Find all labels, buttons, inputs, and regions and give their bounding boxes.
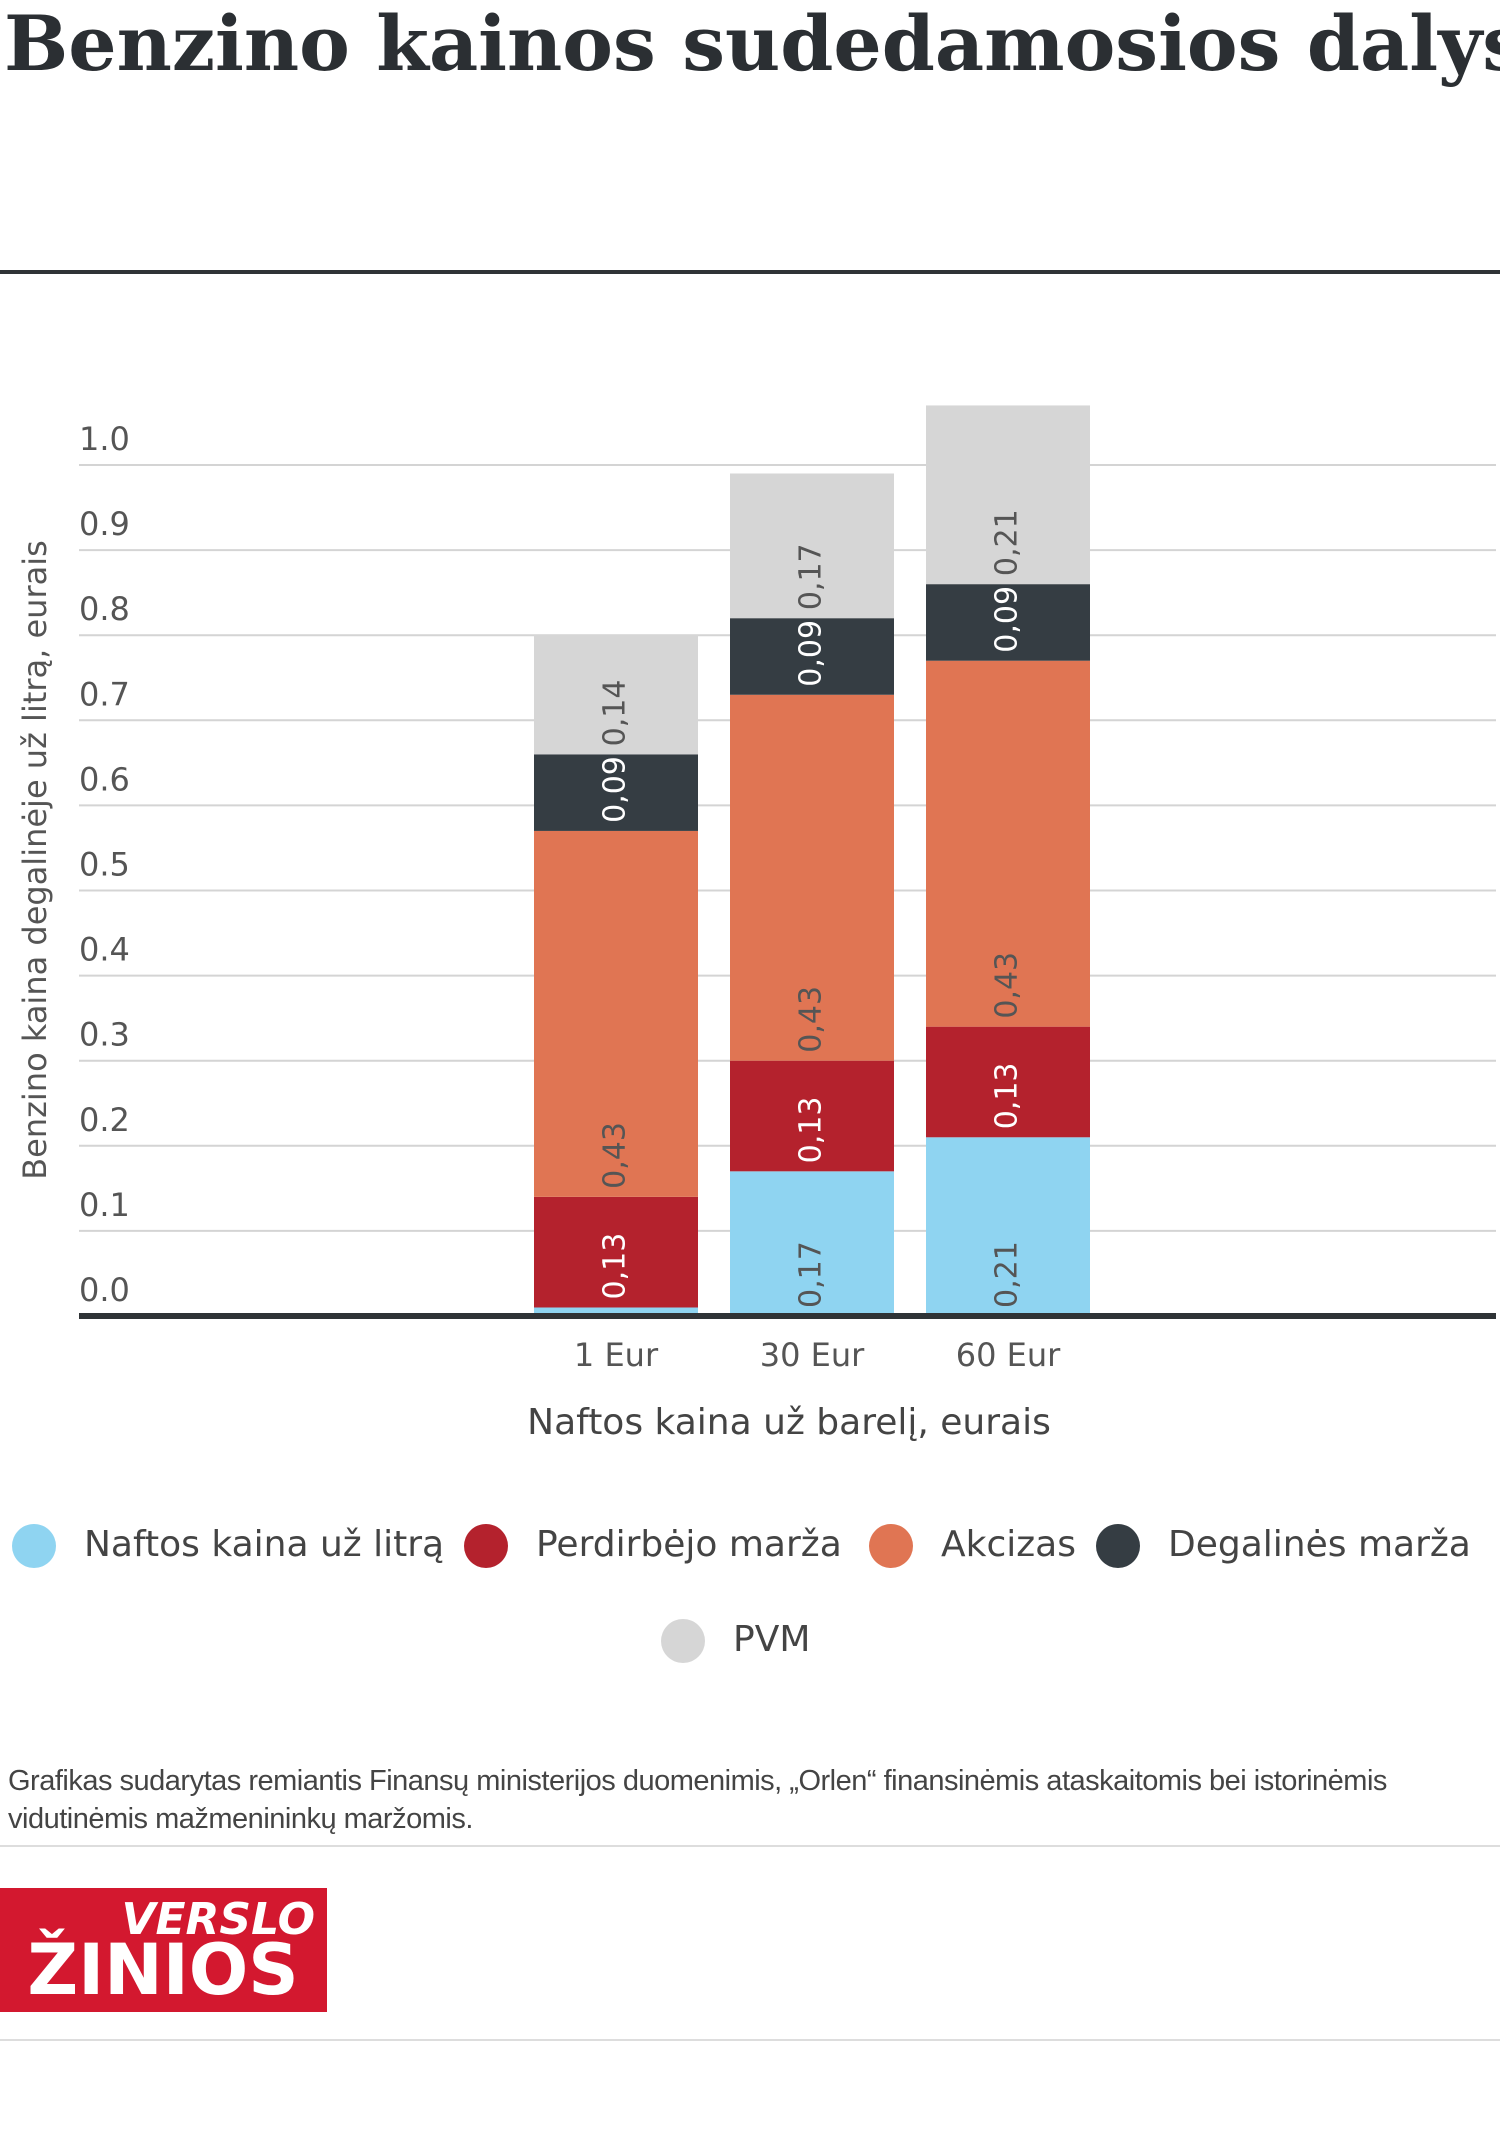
data-label: 0,13 [598,1233,633,1300]
legend-swatch [661,1619,705,1663]
y-tick-label: 1.0 [79,420,130,458]
legend-swatch [869,1524,913,1568]
data-label: 0,14 [598,680,633,747]
bar-segment [926,405,1090,585]
bar-segment [926,660,1090,1027]
data-label: 0,43 [990,952,1025,1019]
legend-swatch [1096,1524,1140,1568]
logo-text: VERSLO [121,1894,315,1945]
bar-segment [534,1196,698,1308]
y-tick-label: 0.8 [79,590,130,628]
bar-segment [730,1060,894,1172]
data-label: 0,09 [598,756,633,823]
x-tick-label: 30 Eur [760,1336,865,1374]
bar-segment [730,618,894,695]
x-tick-label: 1 Eur [574,1336,659,1374]
legend-swatch [464,1524,508,1568]
y-tick-label: 0.0 [79,1271,130,1309]
data-label: 0,21 [990,509,1025,576]
legend-label: Naftos kaina už litrą [84,1524,444,1565]
legend-label: PVM [733,1619,810,1660]
data-label: 0,43 [598,1122,633,1189]
x-axis-title: Naftos kaina už barelį, eurais [527,1402,1051,1443]
logo-text: ŽINIOS [27,1929,298,2011]
bar-segment [730,1171,894,1316]
bar-segment [534,1307,698,1316]
bar-segment [534,830,698,1197]
data-label: 0,09 [990,586,1025,653]
data-label: 0,09 [794,620,829,687]
legend-label: Degalinės marža [1168,1524,1471,1565]
y-tick-label: 0.1 [79,1186,130,1224]
bar-segment [534,635,698,755]
bar-segment [926,1137,1090,1316]
y-axis-title: Benzino kaina degalinėje už litrą, eurai… [16,540,54,1180]
data-label: 0,43 [794,986,829,1053]
data-label: 0,17 [794,543,829,610]
y-tick-label: 0.2 [79,1101,130,1139]
divider [0,270,1500,274]
bar-segment [534,754,698,831]
x-tick-label: 60 Eur [956,1336,1061,1374]
y-tick-label: 0.7 [79,675,130,713]
bar-segment [926,1026,1090,1138]
data-label: 0,13 [794,1097,829,1164]
y-tick-label: 0.6 [79,760,130,798]
bar-segment [730,694,894,1061]
legend-label: Perdirbėjo marža [536,1524,842,1565]
x-axis-line [79,1313,1496,1319]
legend-label: Akcizas [941,1524,1076,1565]
legend-swatch [12,1524,56,1568]
bar-segment [730,473,894,619]
y-tick-label: 0.9 [79,505,130,543]
chart-title: Benzino kainos sudedamosios dalys [4,0,1500,88]
y-tick-label: 0.5 [79,846,130,884]
logo-box [0,1888,327,2012]
y-tick-label: 0.3 [79,1016,130,1054]
data-label: 0,13 [990,1062,1025,1129]
data-label: 0,17 [794,1241,829,1308]
bar-segment [926,584,1090,661]
y-tick-label: 0.4 [79,931,130,969]
footnote: Grafikas sudarytas remiantis Finansų min… [8,1765,1387,1835]
data-label: 0,21 [990,1241,1025,1308]
